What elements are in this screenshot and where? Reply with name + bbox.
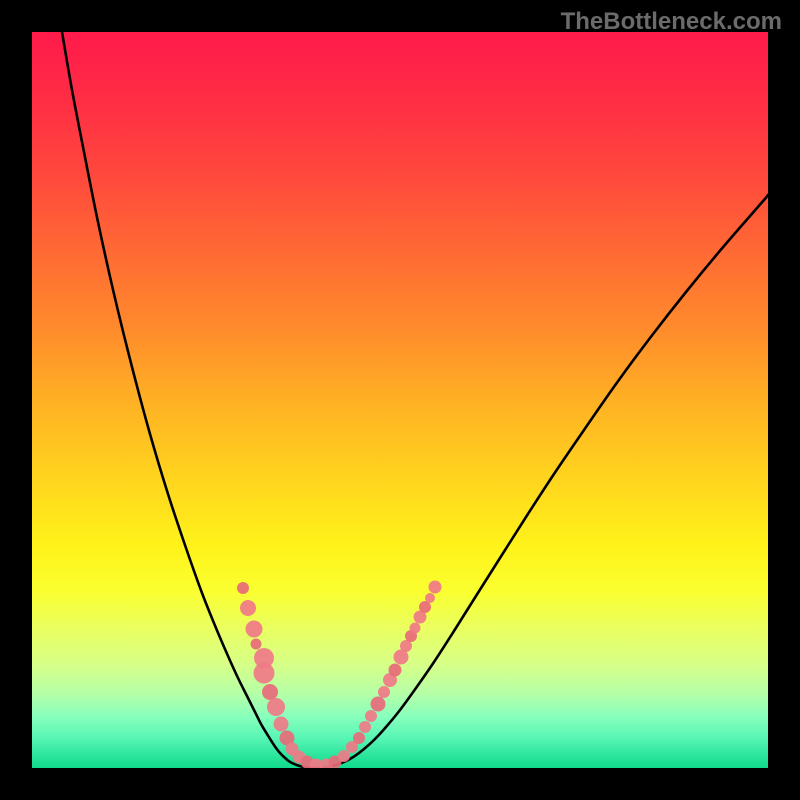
data-marker bbox=[410, 623, 421, 634]
data-marker bbox=[262, 684, 278, 700]
data-marker bbox=[365, 710, 377, 722]
data-marker bbox=[240, 600, 256, 616]
data-marker bbox=[237, 582, 249, 594]
data-marker bbox=[251, 639, 262, 650]
figure-container: TheBottleneck.com bbox=[0, 0, 800, 800]
data-marker bbox=[246, 621, 263, 638]
chart-svg bbox=[0, 0, 800, 800]
data-marker bbox=[371, 697, 386, 712]
data-marker bbox=[353, 732, 365, 744]
watermark-text: TheBottleneck.com bbox=[561, 8, 782, 36]
data-marker bbox=[254, 663, 275, 684]
data-marker bbox=[429, 581, 442, 594]
bottleneck-curve bbox=[62, 32, 768, 768]
data-marker bbox=[359, 721, 371, 733]
data-marker bbox=[378, 686, 390, 698]
data-marker bbox=[274, 717, 289, 732]
data-marker bbox=[267, 698, 285, 716]
data-marker bbox=[389, 664, 402, 677]
data-marker bbox=[425, 593, 435, 603]
data-marker bbox=[338, 750, 350, 762]
